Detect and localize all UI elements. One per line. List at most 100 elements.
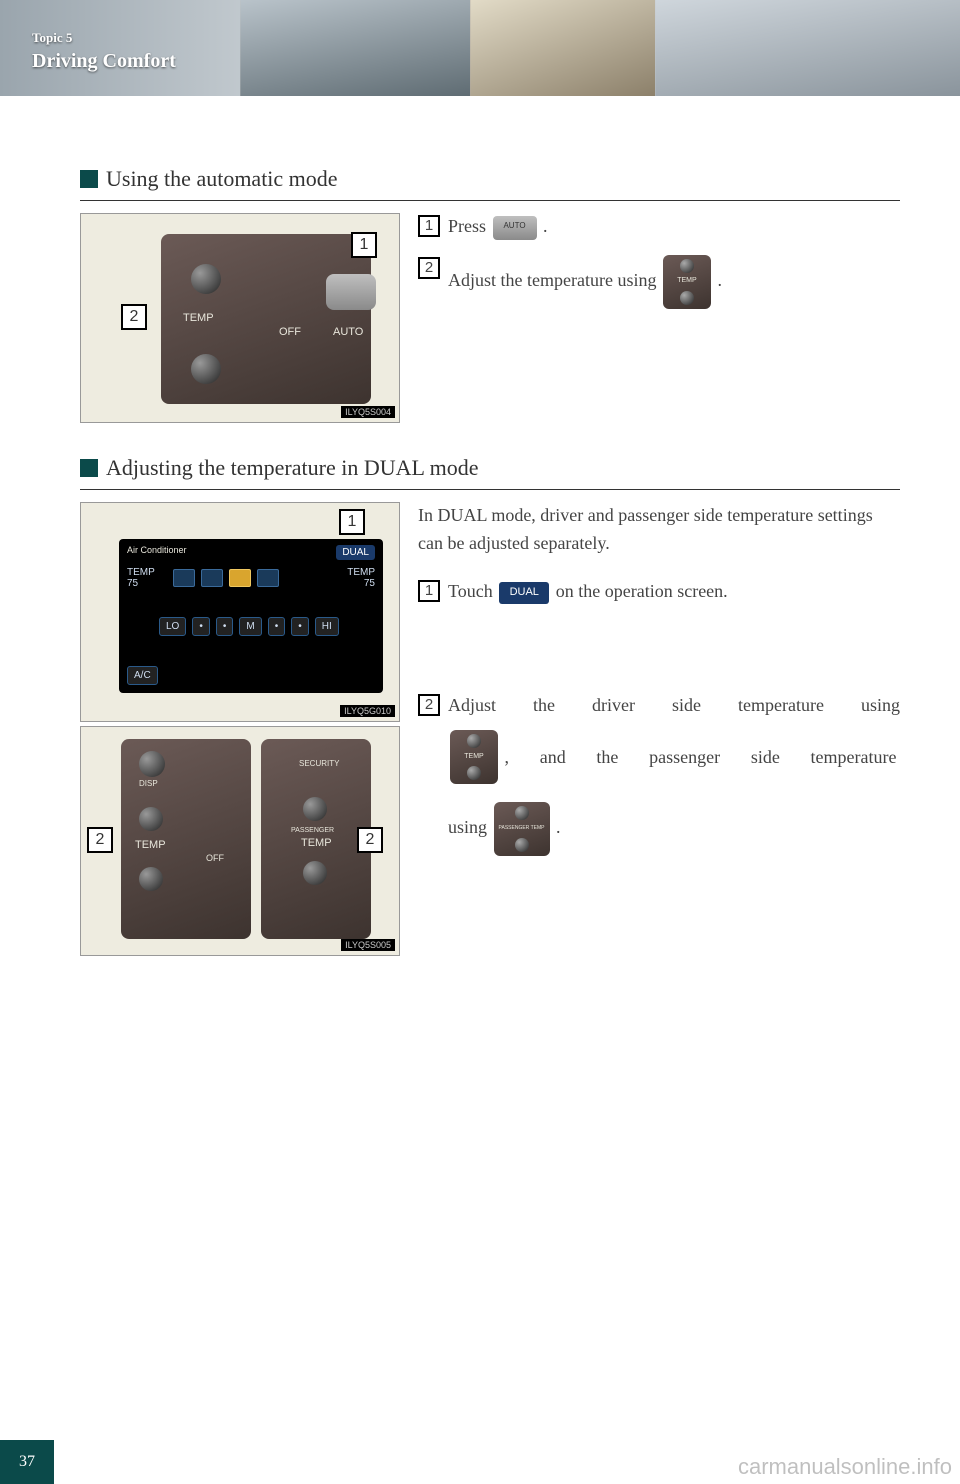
header-text: Topic 5 Driving Comfort: [32, 30, 176, 73]
header-photo-3: [655, 0, 960, 96]
section2-step1-text: Touch DUAL on the operation screen.: [448, 578, 900, 606]
s2-step1-b: on the operation screen.: [556, 581, 728, 601]
screen-dot: •: [268, 617, 286, 636]
auto-button-icon: [493, 216, 537, 240]
topic-title: Driving Comfort: [32, 50, 176, 73]
step-number-2: 2: [418, 694, 440, 716]
s2-step2-line3: using PASSENGER TEMP .: [448, 802, 900, 856]
section2-intro: In DUAL mode, driver and passenger side …: [418, 502, 900, 558]
screen-mode-row: [173, 569, 279, 587]
disp-label: DISP: [139, 779, 158, 788]
step1-text-a: Press: [448, 216, 491, 236]
header-photo-1: [240, 0, 470, 96]
figure-off-label: OFF: [279, 326, 301, 338]
screen-temp-left-val: 75: [127, 578, 138, 589]
watermark: carmanualsonline.info: [738, 1454, 952, 1480]
s2-step1-a: Touch: [448, 581, 497, 601]
section-marker-icon: [80, 170, 98, 188]
screen-mode-icon-selected: [229, 569, 251, 587]
auto-button-graphic: [326, 274, 376, 310]
temp-up-arrow-icon: [515, 806, 529, 820]
screen-temp-left: TEMP 75: [127, 567, 155, 589]
passenger-temp-button-icon: PASSENGER TEMP: [494, 802, 550, 856]
screen-mode-icon: [257, 569, 279, 587]
section-marker-icon: [80, 459, 98, 477]
page-content: Using the automatic mode 1 2 TEMP OFF AU…: [0, 96, 960, 956]
step2-text-a: Adjust the temperature using: [448, 270, 661, 290]
section2-step1: 1 Touch DUAL on the operation screen.: [418, 578, 900, 606]
step2-text: Adjust the temperature using TEMP .: [448, 255, 900, 309]
screen-temp-left-label: TEMP: [127, 567, 155, 578]
screen-lo-chip: LO: [159, 617, 186, 636]
section1-title: Using the automatic mode: [106, 166, 338, 192]
temp-button-icon: TEMP: [663, 255, 711, 309]
temp-down-arrow-icon: [467, 766, 481, 780]
security-label: SECURITY: [299, 759, 339, 768]
ptemp-up-icon: [303, 797, 327, 821]
figure-dual-controls: 2 2 DISP TEMP OFF SECURITY PASSENGER TEM…: [80, 726, 400, 956]
screen-dot: •: [291, 617, 309, 636]
figure1-tag: ILYQ5S004: [341, 406, 395, 418]
screen-temp-right-val: 75: [364, 578, 375, 589]
touchscreen-graphic: Air Conditioner DUAL TEMP 75 TEMP 75: [119, 539, 383, 693]
section1-body: 1 2 TEMP OFF AUTO ILYQ5S004 1 Press . 2: [80, 213, 900, 423]
figure-temp-label: TEMP: [183, 312, 214, 324]
dual-button-icon: DUAL: [499, 582, 549, 604]
temp-down-arrow-icon: [680, 291, 694, 305]
step1-text-b: .: [543, 216, 548, 236]
s2-step2-line2: TEMP , and the passenger side temperatur…: [448, 730, 900, 784]
s2-step2-b: , and the passenger side temperature: [505, 739, 897, 775]
temp-down-icon: [191, 354, 221, 384]
step-number-1: 1: [418, 580, 440, 602]
temp-up2-icon: [139, 807, 163, 831]
step1-text: Press .: [448, 213, 900, 241]
figure-dual-screen: 1 Air Conditioner DUAL TEMP 75 TEMP 75: [80, 502, 400, 722]
passenger-label: PASSENGER: [291, 827, 334, 834]
step-number-1: 1: [418, 215, 440, 237]
page-number: 37: [0, 1440, 54, 1484]
spacer: [418, 620, 900, 656]
s2-step2-d: .: [556, 817, 561, 837]
topic-number: Topic 5: [32, 30, 176, 46]
header-photo-2: [470, 0, 660, 96]
figure3-tag: ILYQ5S005: [341, 939, 395, 951]
section2-title-row: Adjusting the temperature in DUAL mode: [80, 455, 900, 490]
screen-mode-icon: [173, 569, 195, 587]
section2-figures: 1 Air Conditioner DUAL TEMP 75 TEMP 75: [80, 502, 400, 956]
temp2-label: TEMP: [135, 839, 166, 851]
figure3-callout-2b: 2: [357, 827, 383, 853]
figure-callout-1: 1: [351, 232, 377, 258]
temp-up-arrow-icon: [680, 259, 694, 273]
section2-body: 1 Air Conditioner DUAL TEMP 75 TEMP 75: [80, 502, 900, 956]
screen-dot: •: [192, 617, 210, 636]
section2-title: Adjusting the temperature in DUAL mode: [106, 455, 479, 481]
page-header: Topic 5 Driving Comfort: [0, 0, 960, 96]
temp-button-label: TEMP: [677, 276, 696, 287]
step2-text-b: .: [717, 270, 722, 290]
screen-m-chip: M: [239, 617, 261, 636]
screen-ac-chip: A/C: [127, 666, 158, 685]
ptemp-button-label: PASSENGER TEMP: [499, 825, 545, 833]
step-number-2: 2: [418, 257, 440, 279]
temp-up-arrow-icon: [467, 734, 481, 748]
section2-step2: 2 Adjust the driver side temperature usi…: [418, 692, 900, 856]
s2-step2-c: using: [448, 817, 492, 837]
s2-step2-line1: Adjust the driver side temperature using: [448, 692, 900, 720]
figure3-callout-2a: 2: [87, 827, 113, 853]
screen-mode-icon: [201, 569, 223, 587]
temp-down-arrow-icon: [515, 838, 529, 852]
section1-step2: 2 Adjust the temperature using TEMP .: [418, 255, 900, 309]
temp-up-icon: [191, 264, 221, 294]
section1-step1: 1 Press .: [418, 213, 900, 241]
driver-temp-button-icon: TEMP: [450, 730, 498, 784]
spacer: [418, 656, 900, 692]
screen-dot: •: [216, 617, 234, 636]
figure-auto-mode: 1 2 TEMP OFF AUTO ILYQ5S004: [80, 213, 400, 423]
section1-steps: 1 Press . 2 Adjust the temperature using…: [418, 213, 900, 423]
screen-temp-right-label: TEMP: [347, 567, 375, 578]
disp-button-icon: [139, 751, 165, 777]
temp-down2-icon: [139, 867, 163, 891]
off2-label: OFF: [206, 853, 224, 863]
screen-temp-right: TEMP 75: [347, 567, 375, 589]
screen-dual-chip: DUAL: [336, 545, 375, 560]
